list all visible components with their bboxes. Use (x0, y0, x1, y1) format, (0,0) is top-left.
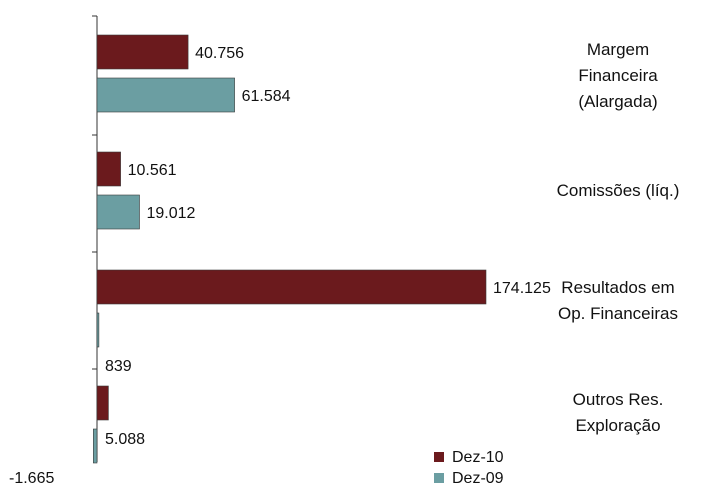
legend-swatch-dez-10 (434, 452, 444, 462)
value-label-dez-09-1: 19.012 (147, 205, 196, 222)
value-label-dez-10-2: 174.125 (493, 280, 551, 297)
category-label-2-1: Op. Financeiras (558, 304, 678, 323)
category-label-0-2: (Alargada) (578, 92, 657, 111)
value-label-dez-09-3: -1.665 (9, 470, 54, 487)
category-label-2-0: Resultados em (561, 278, 674, 297)
value-label-dez-09-0: 61.584 (242, 88, 291, 105)
bar-dez-10-1 (96, 151, 121, 187)
bar-dez-10-2 (96, 269, 487, 305)
legend-swatch-dez-09 (434, 473, 444, 483)
category-label-3-0: Outros Res. (573, 390, 664, 409)
bar-dez-09-1 (96, 194, 140, 230)
category-label-1-0: Comissões (líq.) (557, 181, 680, 200)
category-label-3-1: Exploração (575, 416, 660, 435)
category-label-0-0: Margem (587, 40, 649, 59)
value-label-dez-10-3: 5.088 (105, 431, 145, 448)
value-label-dez-10-0: 40.756 (195, 45, 244, 62)
bar-dez-10-0 (96, 34, 189, 70)
legend-label-dez-09: Dez-09 (452, 470, 504, 487)
bar-dez-09-0 (96, 77, 235, 113)
bar-dez-09-2 (96, 312, 100, 348)
bar-dez-09-3 (93, 428, 98, 464)
category-label-0-1: Financeira (578, 66, 658, 85)
legend-label-dez-10: Dez-10 (452, 449, 504, 466)
value-label-dez-09-2: 839 (105, 358, 132, 375)
value-label-dez-10-1: 10.561 (128, 162, 177, 179)
bar-dez-10-3 (96, 385, 109, 421)
